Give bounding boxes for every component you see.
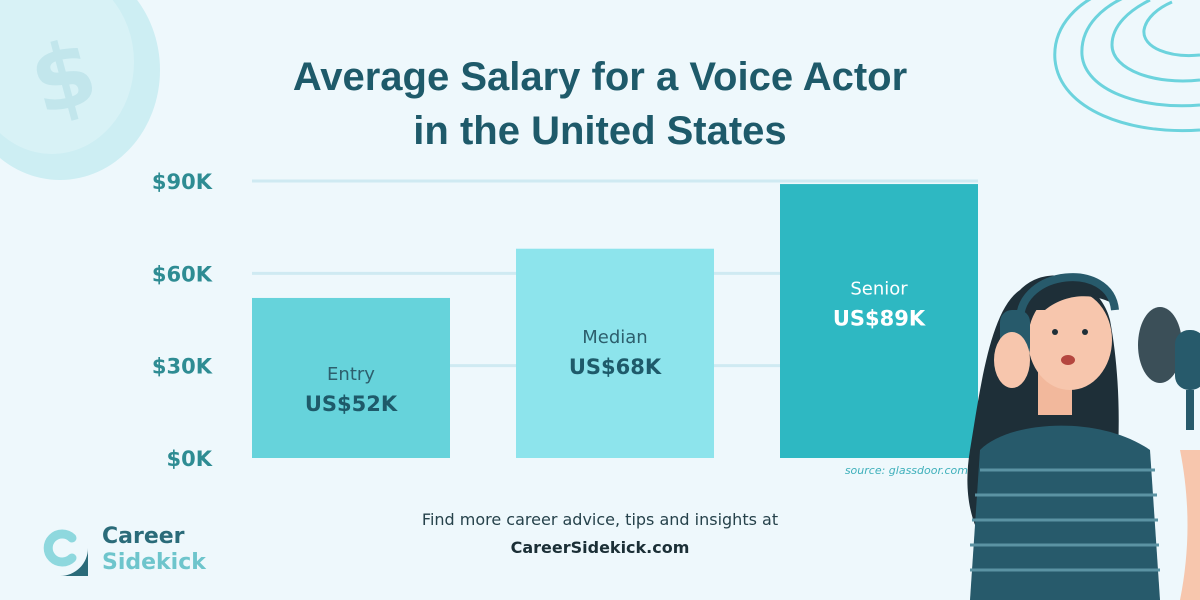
logo-word-career: Career — [102, 524, 185, 549]
source-note: source: glassdoor.com — [844, 464, 968, 477]
footer-text: Find more career advice, tips and insigh… — [421, 510, 779, 529]
y-tick-label: $0K — [167, 447, 213, 471]
bar-entry — [252, 297, 450, 458]
bar-category-label: Senior — [850, 279, 908, 300]
voice-actor-illustration — [967, 273, 1200, 600]
bar-value-label: US$68K — [569, 355, 662, 379]
bar-senior — [780, 184, 978, 459]
bar-category-label: Entry — [327, 364, 375, 385]
y-tick-label: $60K — [152, 262, 213, 286]
chart-title-line-1: Average Salary for a Voice Actor — [292, 55, 908, 99]
chart-title-line-2: in the United States — [413, 109, 787, 153]
bar-category-label: Median — [582, 327, 647, 348]
bar-median — [516, 248, 714, 458]
y-tick-label: $30K — [152, 355, 213, 379]
swirl-lines-icon — [1053, 0, 1200, 133]
bar-value-label: US$89K — [833, 307, 926, 331]
footer-website-link[interactable]: CareerSidekick.com — [510, 538, 690, 557]
logo-word-sidekick: Sidekick — [102, 550, 206, 575]
bar-value-label: US$52K — [305, 392, 398, 416]
career-sidekick-logo[interactable]: Career Sidekick — [30, 518, 230, 582]
career-sidekick-logo-icon — [32, 520, 88, 576]
dollar-coin-icon: $ — [0, 0, 160, 180]
y-tick-label: $90K — [152, 170, 213, 194]
chart-title: Average Salary for a Voice Actor in the … — [0, 50, 1200, 158]
